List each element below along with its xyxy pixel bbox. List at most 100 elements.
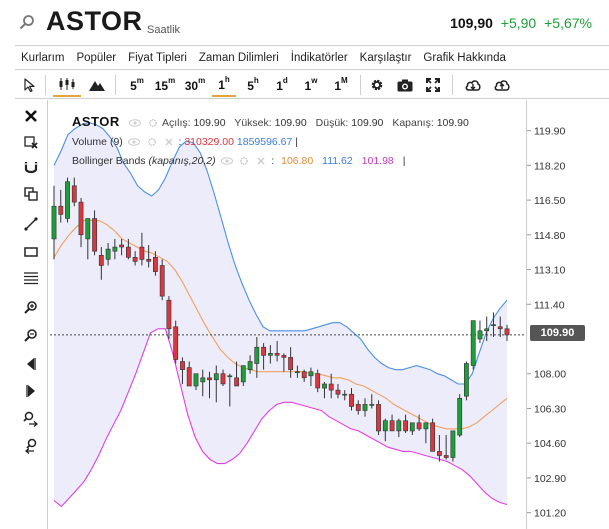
open-label: Açılış: [161,117,191,129]
cursor-icon [24,78,35,92]
toolbar-divider [115,75,116,95]
candle-body [281,355,287,358]
eye-icon[interactable] [128,119,141,128]
open-value: 109.90 [193,117,226,129]
candle-body [98,255,104,266]
download-button[interactable] [463,73,483,97]
candle-body [85,218,91,240]
camera-icon [397,79,413,91]
timeframe-30m[interactable]: 30m [184,75,206,93]
layers-icon[interactable] [23,186,39,202]
fullscreen-button[interactable] [423,73,443,97]
settings-icon[interactable] [147,137,157,147]
screenshot-button[interactable] [395,73,415,97]
candle-body [132,256,138,262]
timeframe-1M[interactable]: 1M [334,75,348,93]
drawing-toolbar [15,100,48,529]
zoom-reset-icon[interactable] [23,438,39,454]
menu-item-grafik-hakkinda[interactable]: Grafik Hakkında [423,51,506,64]
candle-body [180,361,185,370]
legend-symbol: ASTOR [72,114,120,129]
y-axis-tick-label: 114.80 [534,230,565,242]
timeframe-1d[interactable]: 1d [276,75,288,93]
rectangle-tool-icon[interactable] [23,244,39,260]
timeframe-1w[interactable]: 1w [304,75,318,93]
ohlc-legend: ASTOR Açılış: 109.90 Yüksek: 109.90 Düşü… [72,114,475,129]
candle-body [166,299,172,330]
candle-body [403,420,408,432]
toolbar-divider [45,75,46,95]
remove-icon[interactable] [256,156,266,166]
menu-item-fiyat-tipleri[interactable]: Fiyat Tipleri [128,51,187,64]
candlestick-chart-button[interactable] [53,73,81,97]
y-axis-tick-label: 118.20 [534,160,565,172]
candle-body [254,346,260,364]
zoom-out-icon[interactable] [23,328,39,344]
timeframe-5h[interactable]: 5h [247,75,259,93]
candle-body [153,256,158,272]
search-icon[interactable] [19,14,35,30]
timeframe-1h[interactable]: 1h [212,73,236,97]
remove-icon[interactable] [164,137,174,147]
scroll-right-icon[interactable] [23,383,39,399]
menu-item-populer[interactable]: Popüler [76,51,117,64]
candle-body [78,201,84,236]
trend-line-icon[interactable] [23,216,39,232]
settings-icon[interactable] [239,156,249,166]
upload-button[interactable] [492,73,512,97]
candle-body [213,373,219,381]
settings-icon[interactable] [148,118,158,128]
bollinger-lower-value: 101.98 [361,155,394,167]
menu-item-karsilastir[interactable]: Karşılaştır [359,51,412,64]
y-axis-tick-label: 119.90 [534,126,565,138]
candle-body [288,357,293,370]
fibonacci-icon[interactable] [23,270,39,286]
close-icon[interactable] [23,108,39,124]
candle-body [443,455,449,458]
eye-icon[interactable] [127,138,140,147]
candle-body [315,373,321,389]
candle-body [355,404,361,411]
candle-body [362,404,368,411]
timeframe-15m[interactable]: 15m [154,75,176,93]
candle-body [126,246,131,258]
candle-body [382,420,388,432]
candle-body [65,181,70,219]
bollinger-upper-value: 111.62 [322,155,353,167]
zoom-in-icon[interactable] [23,300,39,316]
candle-body [200,377,206,383]
candle-body [491,324,496,327]
candle-body [436,451,442,456]
remove-drawings-icon[interactable] [23,134,39,150]
candle-body [186,367,192,387]
chart-plot-area[interactable] [49,100,527,529]
candle-body [409,422,415,432]
last-price: 109,90 [450,15,493,31]
zoom-forward-icon[interactable] [23,411,39,427]
eye-icon[interactable] [220,157,233,166]
settings-button[interactable] [367,73,387,97]
mountain-chart-button[interactable] [87,73,107,97]
candle-body [294,371,300,374]
menu-item-kurlarim[interactable]: Kurlarım [21,51,65,64]
menu-bar: Kurlarım Popüler Fiyat Tipleri Zaman Dil… [15,45,609,70]
scroll-left-icon[interactable] [23,356,39,372]
menu-item-zaman-dilimleri[interactable]: Zaman Dilimleri [198,51,279,64]
magnet-icon[interactable] [23,160,39,176]
menu-item-indikatorler[interactable]: İndikatörler [290,51,348,64]
cursor-tool-button[interactable] [19,73,41,97]
bollinger-param: (kapanış,20,2) [148,155,216,167]
candle-body [58,205,64,215]
candle-body [328,383,334,391]
toolbar-divider [360,75,361,95]
bollinger-upper-line [53,121,508,385]
candle-body [119,244,124,248]
candle-body [261,346,266,356]
candle-body [146,258,152,262]
toolbar-divider [452,75,453,95]
timeframe-5m[interactable]: 5m [130,75,144,93]
candle-body [173,326,179,360]
candle-body [267,352,273,356]
high-value: 109.90 [274,117,307,129]
